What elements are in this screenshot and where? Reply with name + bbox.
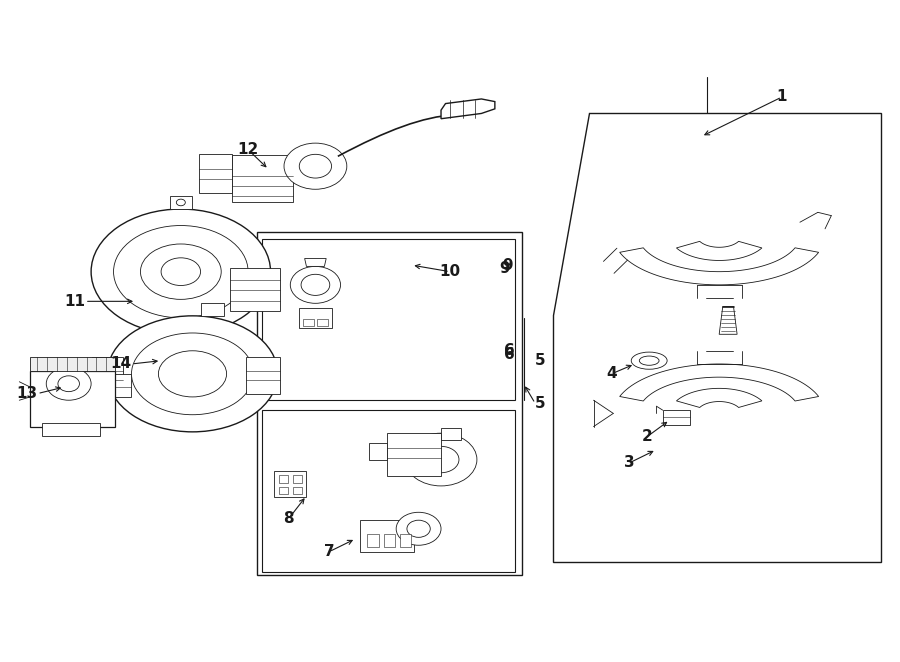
Text: 6: 6 — [504, 344, 515, 358]
Ellipse shape — [161, 258, 201, 285]
Bar — [387, 433, 441, 476]
Circle shape — [46, 367, 91, 401]
Polygon shape — [620, 248, 819, 285]
Bar — [257, 232, 522, 575]
Bar — [279, 475, 288, 483]
Polygon shape — [719, 307, 737, 334]
Ellipse shape — [107, 316, 278, 432]
Text: 9: 9 — [500, 261, 510, 276]
Ellipse shape — [158, 351, 227, 397]
Circle shape — [300, 154, 331, 178]
Bar — [317, 319, 328, 326]
Text: 10: 10 — [439, 264, 461, 279]
Text: 5: 5 — [536, 353, 546, 368]
Text: 6: 6 — [504, 347, 515, 361]
Bar — [262, 239, 516, 401]
Bar — [30, 371, 115, 426]
Polygon shape — [554, 113, 881, 562]
Text: 13: 13 — [16, 386, 37, 401]
Text: 2: 2 — [642, 429, 652, 444]
Ellipse shape — [631, 352, 667, 369]
Text: 11: 11 — [64, 294, 85, 309]
Ellipse shape — [113, 226, 248, 318]
Bar — [170, 336, 193, 348]
Ellipse shape — [140, 244, 221, 299]
Polygon shape — [304, 258, 326, 266]
Ellipse shape — [131, 333, 254, 414]
Bar — [230, 268, 280, 311]
Bar — [662, 410, 689, 424]
Text: 3: 3 — [624, 455, 634, 470]
Bar — [115, 374, 131, 397]
Text: 12: 12 — [238, 142, 259, 157]
Polygon shape — [677, 389, 762, 408]
Bar — [300, 308, 331, 328]
Circle shape — [176, 199, 185, 206]
Text: 9: 9 — [502, 258, 513, 273]
Bar — [441, 428, 461, 440]
Text: 7: 7 — [324, 544, 334, 559]
Text: 1: 1 — [777, 89, 788, 105]
Bar — [369, 443, 387, 459]
Bar — [262, 410, 516, 571]
Text: 4: 4 — [607, 366, 616, 381]
Bar — [383, 534, 395, 547]
Polygon shape — [441, 99, 495, 118]
Circle shape — [302, 274, 329, 295]
Bar — [199, 154, 232, 193]
Text: 8: 8 — [284, 511, 293, 526]
Bar — [360, 520, 414, 552]
Circle shape — [58, 376, 79, 392]
Polygon shape — [620, 364, 819, 401]
Bar — [247, 357, 281, 394]
Circle shape — [291, 266, 340, 303]
Bar — [30, 357, 115, 371]
Bar — [400, 534, 411, 547]
Circle shape — [284, 143, 346, 189]
Ellipse shape — [91, 209, 271, 334]
Polygon shape — [677, 242, 762, 260]
Bar — [92, 357, 123, 394]
Bar — [293, 475, 302, 483]
Bar — [41, 423, 100, 436]
Bar — [279, 487, 288, 495]
Bar — [199, 377, 224, 388]
Ellipse shape — [639, 356, 659, 365]
Bar — [202, 303, 224, 316]
Bar — [293, 487, 302, 495]
Text: 14: 14 — [111, 356, 131, 371]
Circle shape — [396, 512, 441, 545]
Circle shape — [405, 433, 477, 486]
Bar — [303, 319, 313, 326]
Text: 5: 5 — [536, 396, 546, 411]
Bar — [170, 196, 193, 209]
Bar — [367, 534, 379, 547]
Circle shape — [423, 446, 459, 473]
Bar — [274, 471, 306, 497]
Bar — [232, 155, 293, 203]
Circle shape — [407, 520, 430, 538]
